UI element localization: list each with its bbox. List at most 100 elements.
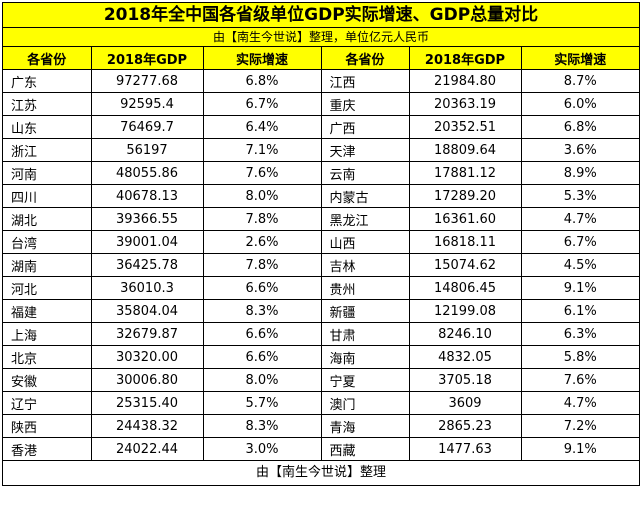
table-row: 浙江 56197 7.1% 天津 18809.64 3.6% <box>3 138 639 162</box>
cell-province-left: 浙江 <box>3 138 92 162</box>
table-row: 香港 24022.44 3.0% 西藏 1477.63 9.1% <box>3 437 639 461</box>
cell-rate-right: 4.7% <box>520 207 639 231</box>
cell-province-left: 台湾 <box>3 230 92 254</box>
cell-gdp-left: 30320.00 <box>90 345 204 369</box>
cell-rate-right: 5.8% <box>520 345 639 369</box>
cell-gdp-right: 16818.11 <box>408 230 522 254</box>
cell-province-left: 辽宁 <box>3 391 92 415</box>
cell-gdp-left: 36425.78 <box>90 253 204 277</box>
table-body: 广东 97277.68 6.8% 江西 21984.80 8.7% 江苏 92595.4 6.7… <box>3 69 639 461</box>
cell-gdp-left: 56197 <box>90 138 204 162</box>
cell-gdp-left: 24438.32 <box>90 414 204 438</box>
cell-province-left: 陕西 <box>3 414 92 438</box>
cell-province-right: 江西 <box>320 69 410 93</box>
cell-province-left: 上海 <box>3 322 92 346</box>
cell-rate-left: 8.0% <box>202 368 322 392</box>
cell-province-right: 天津 <box>320 138 410 162</box>
cell-gdp-left: 25315.40 <box>90 391 204 415</box>
cell-province-right: 吉林 <box>320 253 410 277</box>
cell-province-left: 安徽 <box>3 368 92 392</box>
table-row: 山东 76469.7 6.4% 广西 20352.51 6.8% <box>3 115 639 139</box>
cell-gdp-right: 20363.19 <box>408 92 522 116</box>
cell-gdp-left: 39366.55 <box>90 207 204 231</box>
cell-province-left: 江苏 <box>3 92 92 116</box>
cell-rate-right: 4.7% <box>520 391 639 415</box>
cell-province-left: 山东 <box>3 115 92 139</box>
cell-rate-right: 7.2% <box>520 414 639 438</box>
cell-province-right: 内蒙古 <box>320 184 410 208</box>
table-row: 台湾 39001.04 2.6% 山西 16818.11 6.7% <box>3 230 639 254</box>
cell-province-left: 湖北 <box>3 207 92 231</box>
cell-rate-left: 2.6% <box>202 230 322 254</box>
cell-rate-right: 6.0% <box>520 92 639 116</box>
cell-gdp-right: 20352.51 <box>408 115 522 139</box>
cell-gdp-right: 4832.05 <box>408 345 522 369</box>
table-row: 福建 35804.04 8.3% 新疆 12199.08 6.1% <box>3 299 639 323</box>
cell-province-right: 宁夏 <box>320 368 410 392</box>
cell-rate-left: 6.8% <box>202 69 322 93</box>
cell-gdp-left: 48055.86 <box>90 161 204 185</box>
cell-gdp-right: 21984.80 <box>408 69 522 93</box>
cell-province-right: 黑龙江 <box>320 207 410 231</box>
cell-gdp-right: 3705.18 <box>408 368 522 392</box>
cell-province-left: 香港 <box>3 437 92 461</box>
cell-province-left: 四川 <box>3 184 92 208</box>
cell-rate-left: 6.4% <box>202 115 322 139</box>
cell-gdp-left: 36010.3 <box>90 276 204 300</box>
cell-gdp-right: 1477.63 <box>408 437 522 461</box>
cell-rate-right: 3.6% <box>520 138 639 162</box>
cell-rate-left: 8.3% <box>202 414 322 438</box>
cell-gdp-left: 24022.44 <box>90 437 204 461</box>
cell-rate-right: 6.3% <box>520 322 639 346</box>
table-header-row: 各省份 2018年GDP 实际增速 各省份 2018年GDP 实际增速 <box>3 47 639 70</box>
cell-rate-left: 7.1% <box>202 138 322 162</box>
page-title: 2018年全中国各省级单位GDP实际增速、GDP总量对比 <box>3 3 639 28</box>
cell-province-left: 广东 <box>3 69 92 93</box>
cell-province-right: 重庆 <box>320 92 410 116</box>
cell-rate-left: 6.6% <box>202 276 322 300</box>
cell-rate-left: 7.8% <box>202 253 322 277</box>
cell-rate-right: 9.1% <box>520 276 639 300</box>
cell-province-right: 广西 <box>320 115 410 139</box>
cell-gdp-right: 17289.20 <box>408 184 522 208</box>
gdp-table: 各省份 2018年GDP 实际增速 各省份 2018年GDP 实际增速 广东 97… <box>3 47 639 461</box>
header-province-right: 各省份 <box>320 47 410 70</box>
table-row: 湖南 36425.78 7.8% 吉林 15074.62 4.5% <box>3 253 639 277</box>
cell-rate-left: 6.7% <box>202 92 322 116</box>
table-row: 河南 48055.86 7.6% 云南 17881.12 8.9% <box>3 161 639 185</box>
table-row: 上海 32679.87 6.6% 甘肃 8246.10 6.3% <box>3 322 639 346</box>
cell-gdp-right: 8246.10 <box>408 322 522 346</box>
page-subtitle: 由【南生今世说】整理，单位亿元人民币 <box>3 28 639 47</box>
cell-province-right: 甘肃 <box>320 322 410 346</box>
cell-rate-right: 6.7% <box>520 230 639 254</box>
table-row: 四川 40678.13 8.0% 内蒙古 17289.20 5.3% <box>3 184 639 208</box>
cell-province-left: 河北 <box>3 276 92 300</box>
cell-gdp-right: 18809.64 <box>408 138 522 162</box>
cell-rate-left: 8.0% <box>202 184 322 208</box>
cell-gdp-left: 39001.04 <box>90 230 204 254</box>
header-gdp-left: 2018年GDP <box>90 47 204 70</box>
header-rate-left: 实际增速 <box>202 47 322 70</box>
cell-gdp-right: 12199.08 <box>408 299 522 323</box>
cell-province-left: 河南 <box>3 161 92 185</box>
cell-province-right: 山西 <box>320 230 410 254</box>
cell-rate-right: 7.6% <box>520 368 639 392</box>
cell-rate-left: 8.3% <box>202 299 322 323</box>
header-gdp-right: 2018年GDP <box>408 47 522 70</box>
cell-rate-left: 5.7% <box>202 391 322 415</box>
cell-province-left: 福建 <box>3 299 92 323</box>
cell-gdp-right: 3609 <box>408 391 522 415</box>
table-row: 广东 97277.68 6.8% 江西 21984.80 8.7% <box>3 69 639 93</box>
cell-province-right: 青海 <box>320 414 410 438</box>
gdp-table-sheet: 2018年全中国各省级单位GDP实际增速、GDP总量对比 由【南生今世说】整理，… <box>2 2 640 486</box>
cell-province-right: 新疆 <box>320 299 410 323</box>
cell-province-right: 云南 <box>320 161 410 185</box>
cell-rate-left: 7.6% <box>202 161 322 185</box>
table-row: 辽宁 25315.40 5.7% 澳门 3609 4.7% <box>3 391 639 415</box>
cell-gdp-left: 35804.04 <box>90 299 204 323</box>
cell-gdp-right: 2865.23 <box>408 414 522 438</box>
cell-gdp-left: 30006.80 <box>90 368 204 392</box>
cell-rate-right: 6.1% <box>520 299 639 323</box>
cell-rate-right: 9.1% <box>520 437 639 461</box>
cell-province-left: 湖南 <box>3 253 92 277</box>
